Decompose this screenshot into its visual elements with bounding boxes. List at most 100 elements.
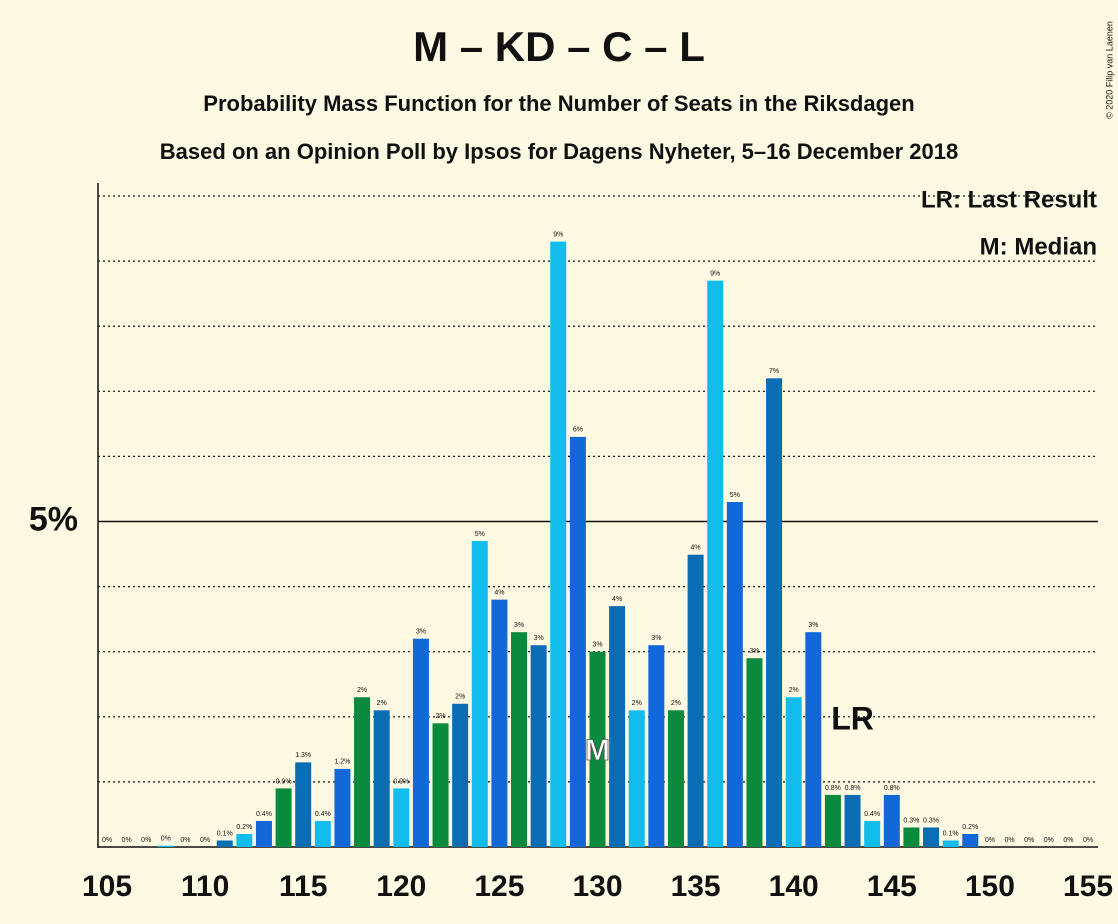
- value-label: 0%: [1004, 837, 1014, 844]
- value-label: 3%: [808, 622, 818, 629]
- bar: [412, 638, 429, 847]
- bar: [942, 840, 959, 847]
- x-tick-label: 105: [82, 870, 132, 903]
- value-label: 3%: [592, 642, 602, 649]
- value-label: 0%: [180, 837, 190, 844]
- value-label: 2%: [632, 700, 642, 707]
- value-label: 0%: [141, 837, 151, 844]
- value-label: 0%: [161, 836, 171, 843]
- bar: [373, 710, 390, 847]
- bar: [255, 820, 272, 847]
- chart-title: M – KD – C – L: [413, 23, 705, 70]
- bar: [491, 599, 508, 847]
- value-label: 3%: [749, 648, 759, 655]
- bar: [354, 697, 371, 847]
- x-tick-label: 150: [965, 870, 1015, 903]
- x-tick-label: 125: [474, 870, 524, 903]
- bar: [766, 378, 783, 847]
- chart-subtitle: Probability Mass Function for the Number…: [203, 91, 914, 116]
- bar: [883, 794, 900, 847]
- bar: [864, 820, 881, 847]
- x-tick-label: 145: [867, 870, 917, 903]
- value-label: 0.9%: [393, 778, 409, 785]
- bar: [648, 645, 665, 847]
- value-label: 2%: [377, 700, 387, 707]
- x-tick-label: 110: [181, 870, 229, 903]
- value-label: 0.1%: [217, 830, 233, 837]
- bar: [314, 820, 331, 847]
- bar: [746, 658, 763, 847]
- bar: [530, 645, 547, 847]
- x-tick-label: 115: [279, 870, 327, 903]
- bar: [471, 541, 488, 847]
- bar: [903, 827, 920, 847]
- value-label: 3%: [651, 635, 661, 642]
- value-label: 0.4%: [256, 811, 272, 818]
- bar: [157, 845, 174, 847]
- bar: [589, 651, 606, 847]
- value-label: 3%: [534, 635, 544, 642]
- value-label: 0.4%: [315, 811, 331, 818]
- value-label: 4%: [612, 596, 622, 603]
- value-label: 0%: [200, 837, 210, 844]
- value-label: 0%: [122, 837, 132, 844]
- copyright: © 2020 Filip van Laenen: [1104, 21, 1114, 119]
- value-label: 0.2%: [236, 824, 252, 831]
- bar: [962, 833, 979, 847]
- bar: [707, 280, 724, 847]
- value-label: 5%: [475, 531, 485, 538]
- value-label: 0%: [1024, 837, 1034, 844]
- value-label: 0.8%: [884, 785, 900, 792]
- y-tick-label: 5%: [29, 500, 78, 538]
- bar: [511, 632, 528, 847]
- value-label: 0.2%: [962, 824, 978, 831]
- bar: [923, 827, 940, 847]
- value-label: 1.2%: [334, 759, 350, 766]
- bar: [628, 710, 645, 847]
- bar: [569, 436, 586, 847]
- bar: [236, 833, 253, 847]
- bar: [295, 762, 312, 847]
- bar: [687, 554, 704, 847]
- x-tick-label: 120: [376, 870, 426, 903]
- value-label: 0%: [102, 837, 112, 844]
- bar: [275, 788, 292, 847]
- bar: [844, 794, 861, 847]
- value-label: 4%: [494, 589, 504, 596]
- value-label: 0.9%: [276, 778, 292, 785]
- value-label: 3%: [514, 622, 524, 629]
- value-label: 0%: [1083, 837, 1093, 844]
- bar: [334, 768, 351, 847]
- x-tick-label: 135: [671, 870, 721, 903]
- value-label: 2%: [671, 700, 681, 707]
- annotation: LR: [831, 700, 874, 736]
- value-label: 0.8%: [845, 785, 861, 792]
- value-label: 2%: [455, 694, 465, 701]
- bar: [726, 501, 743, 847]
- value-label: 2%: [357, 687, 367, 694]
- legend-entry: M: Median: [980, 233, 1097, 260]
- x-tick-label: 155: [1063, 870, 1113, 903]
- bar: [216, 840, 233, 847]
- value-label: 6%: [573, 427, 583, 434]
- value-label: 0%: [985, 837, 995, 844]
- value-label: 1.3%: [295, 752, 311, 759]
- value-label: 0.3%: [923, 817, 939, 824]
- value-label: 4%: [691, 545, 701, 552]
- value-label: 0.1%: [943, 830, 959, 837]
- value-label: 3%: [416, 629, 426, 636]
- bar: [550, 241, 567, 847]
- value-label: 7%: [769, 368, 779, 375]
- value-label: 0.4%: [864, 811, 880, 818]
- value-label: 9%: [710, 270, 720, 277]
- value-label: 9%: [553, 231, 563, 238]
- chart-subtitle: Based on an Opinion Poll by Ipsos for Da…: [160, 139, 958, 164]
- bar: [393, 788, 410, 847]
- value-label: 2%: [435, 713, 445, 720]
- value-label: 0.3%: [903, 817, 919, 824]
- bar: [452, 703, 469, 847]
- x-tick-label: 130: [572, 870, 622, 903]
- value-label: 0.8%: [825, 785, 841, 792]
- value-label: 0%: [1063, 837, 1073, 844]
